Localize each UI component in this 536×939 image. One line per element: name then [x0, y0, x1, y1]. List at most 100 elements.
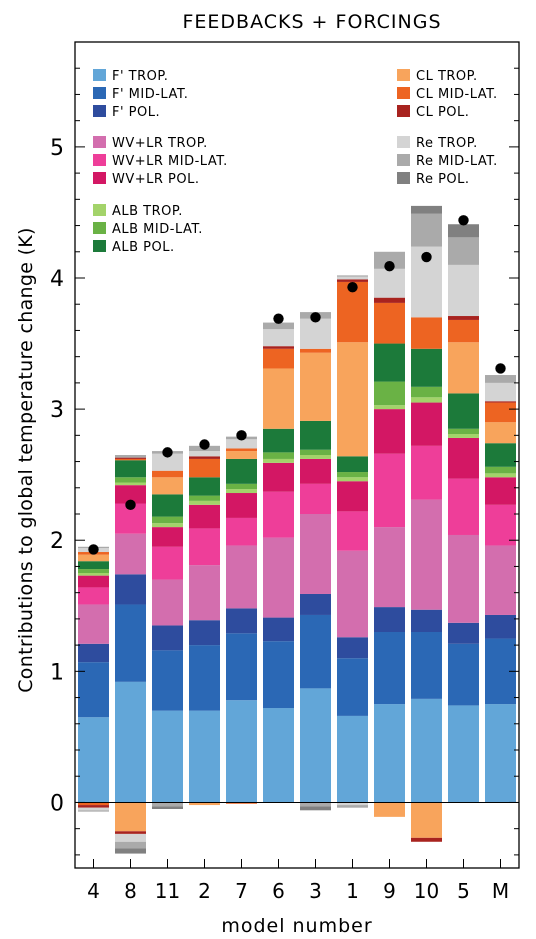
x-tick-label: 10: [414, 879, 439, 903]
bar-segment-alb-pol-model-7: [226, 458, 257, 484]
bar-segment-wv-lr-mid-lat-model-9: [374, 453, 405, 528]
legend-label-re-trop: Re TROP.: [416, 136, 478, 151]
neg-segment-re-mid-lat-model-8: [115, 841, 146, 849]
bar-segment-alb-pol-model-11: [152, 494, 183, 517]
bar-segment-alb-pol-model-1: [337, 456, 368, 473]
bar-segment-f-pol-model-6: [263, 617, 294, 642]
bar-segment-f-pol-model-10: [411, 609, 442, 632]
total-marker-model-2: [199, 439, 210, 450]
bar-segment-cl-pol-model-6: [263, 346, 294, 349]
total-marker-model-M: [495, 363, 506, 374]
bar-segment-f-pol-model-8: [115, 574, 146, 605]
legend-label-alb-pol: ALB POL.: [112, 240, 175, 255]
bar-segment-re-mid-lat-model-6: [263, 322, 294, 330]
bar-segment-f-trop-model-2: [189, 710, 220, 803]
neg-segment-cl-mid-lat-model-4: [78, 802, 109, 806]
bar-segment-f-mid-lat-model-4: [78, 662, 109, 718]
y-axis-label: Contributions to global temperature chan…: [15, 227, 37, 693]
plot-frame: [74, 41, 520, 869]
bar-segment-f-pol-model-5: [448, 622, 479, 644]
bar-segment-re-mid-lat-model-5: [448, 237, 479, 265]
y-tick-label: 5: [50, 136, 64, 161]
legend-swatch-alb-mid-lat: [93, 222, 106, 234]
bar-segment-cl-mid-lat-model-9: [374, 302, 405, 344]
bar-segment-wv-lr-pol-model-7: [226, 493, 257, 518]
bar-segment-re-trop-model-7: [226, 439, 257, 449]
neg-segment-cl-trop-model-10: [411, 802, 442, 838]
bar-segment-cl-mid-lat-model-2: [189, 458, 220, 478]
bar-segment-cl-mid-lat-model-7: [226, 448, 257, 452]
bar-segment-alb-pol-model-9: [374, 343, 405, 382]
bar-segment-wv-lr-mid-lat-model-7: [226, 517, 257, 546]
total-marker-model-7: [236, 430, 247, 441]
bar-segment-alb-trop-model-M: [485, 473, 516, 478]
legend-label-wv-lr-trop: WV+LR TROP.: [112, 136, 208, 151]
y-tick-label: 1: [50, 660, 64, 685]
bar-segment-alb-mid-lat-model-3: [300, 449, 331, 455]
legend-label-re-mid-lat: Re MID-LAT.: [416, 154, 498, 169]
bar-segment-alb-mid-lat-model-1: [337, 472, 368, 478]
bar-segment-cl-pol-model-2: [189, 456, 220, 459]
bar-segment-cl-mid-lat-model-8: [115, 458, 146, 461]
legend-label-cl-trop: CL TROP.: [416, 69, 478, 84]
bar-segment-wv-lr-pol-model-1: [337, 481, 368, 512]
bar-segment-f-trop-model-5: [448, 705, 479, 803]
bar-segment-cl-pol-model-8: [115, 457, 146, 459]
legend-swatch-cl-trop: [397, 69, 410, 81]
y-tick-label: 3: [50, 398, 64, 423]
bar-segment-wv-lr-mid-lat-model-5: [448, 478, 479, 535]
x-tick-label: 4: [87, 879, 100, 903]
legend-swatch-re-trop: [397, 136, 410, 148]
bar-segment-f-mid-lat-model-5: [448, 643, 479, 706]
legend-swatch-f-trop: [93, 69, 106, 81]
bar-segment-f-pol-model-11: [152, 625, 183, 651]
legend-label-f-trop: F' TROP.: [112, 69, 168, 84]
bar-segment-wv-lr-mid-lat-model-2: [189, 528, 220, 566]
x-axis-label: model number: [221, 915, 372, 937]
bar-segment-f-mid-lat-model-10: [411, 632, 442, 699]
bar-segment-f-mid-lat-model-8: [115, 604, 146, 682]
legend-label-re-pol: Re POL.: [416, 172, 470, 187]
bar-segment-f-mid-lat-model-11: [152, 650, 183, 711]
legend-swatch-f-mid-lat: [93, 87, 106, 99]
legend-label-wv-lr-pol: WV+LR POL.: [112, 172, 200, 187]
total-markers: [88, 215, 506, 555]
bar-segment-wv-lr-trop-model-5: [448, 534, 479, 623]
bar-segment-wv-lr-mid-lat-model-1: [337, 511, 368, 551]
chart-title: FEEDBACKS + FORCINGS: [182, 11, 441, 33]
bar-segment-wv-lr-pol-model-9: [374, 409, 405, 454]
total-marker-model-10: [421, 251, 432, 263]
bar-segment-f-mid-lat-model-3: [300, 614, 331, 689]
y-tick-label: 0: [50, 791, 64, 816]
legend-label-f-mid-lat: F' MID-LAT.: [112, 87, 188, 102]
neg-segment-cl-trop-model-9: [374, 802, 405, 817]
legend-label-wv-lr-mid-lat: WV+LR MID-LAT.: [112, 154, 228, 169]
total-marker-model-6: [273, 313, 284, 324]
bar-segment-cl-pol-model-1: [337, 279, 368, 282]
x-tick-label: 5: [457, 879, 470, 903]
legend-swatch-alb-pol: [93, 240, 106, 252]
bar-segment-re-trop-model-9: [374, 268, 405, 298]
total-marker-model-1: [347, 281, 358, 293]
bar-segment-re-mid-lat-model-1: [337, 275, 368, 277]
bar-segment-f-pol-model-7: [226, 608, 257, 634]
bars: [78, 205, 516, 854]
bar-segment-re-mid-lat-model-8: [115, 455, 146, 458]
bar-segment-cl-trop-model-6: [263, 368, 294, 429]
neg-segment-cl-pol-model-4: [78, 805, 109, 808]
bar-segment-alb-mid-lat-model-7: [226, 483, 257, 490]
bar-segment-cl-trop-model-4: [78, 554, 109, 562]
total-marker-model-4: [88, 544, 99, 555]
bar-segment-cl-pol-model-5: [448, 316, 479, 320]
bar-segment-wv-lr-pol-model-11: [152, 527, 183, 547]
bar-segment-alb-pol-model-6: [263, 428, 294, 453]
bar-segment-cl-mid-lat-model-3: [300, 348, 331, 353]
bar-segment-alb-mid-lat-model-6: [263, 452, 294, 459]
legend-label-alb-trop: ALB TROP.: [112, 204, 183, 219]
bar-segment-f-mid-lat-model-6: [263, 641, 294, 709]
legend-swatch-wv-lr-trop: [93, 136, 106, 148]
neg-segment-cl-mid-lat-model-7: [226, 802, 257, 804]
bar-segment-f-pol-model-2: [189, 620, 220, 646]
bar-segment-wv-lr-mid-lat-model-11: [152, 546, 183, 580]
